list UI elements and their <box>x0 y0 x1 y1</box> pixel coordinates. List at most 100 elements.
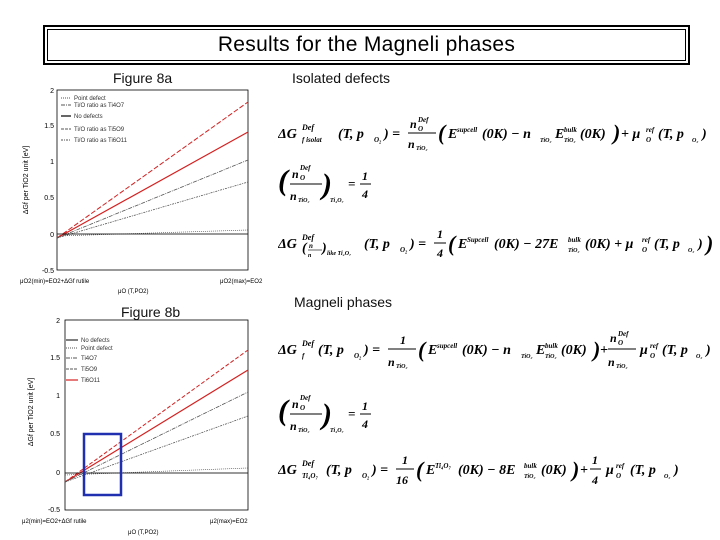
fig-b-ytick: 0 <box>56 470 60 477</box>
svg-text:) =: ) = <box>370 463 388 478</box>
svg-text:bulk: bulk <box>524 462 537 470</box>
fig-b-ytick: 2 <box>56 318 60 325</box>
figure-8a-caption: Figure 8a <box>113 70 173 86</box>
svg-text:(T, p: (T, p <box>630 463 656 478</box>
svg-text:TiO₂: TiO₂ <box>564 138 576 144</box>
svg-text:4: 4 <box>591 473 598 487</box>
svg-text:4: 4 <box>436 246 443 260</box>
svg-text:(0K) − 8E: (0K) − 8E <box>458 463 515 478</box>
svg-text:=: = <box>348 176 355 191</box>
svg-text:16: 16 <box>396 473 408 487</box>
svg-text:(0K): (0K) <box>561 343 587 358</box>
svg-text:E: E <box>425 463 435 478</box>
figure-8b-plot: 2 1.5 1 0.5 0 -0.5 ΔGf per TiO2 unit [eV… <box>22 318 249 536</box>
svg-text:): ) <box>591 337 600 362</box>
svg-text:4: 4 <box>361 417 368 431</box>
svg-text:Def: Def <box>299 164 311 172</box>
svg-text:O₂: O₂ <box>696 354 702 360</box>
svg-text:E: E <box>427 343 437 358</box>
svg-text:Def: Def <box>299 394 311 402</box>
svg-text:(T, p: (T, p <box>658 127 684 142</box>
svg-text:Ti4O7: Ti4O7 <box>81 356 98 362</box>
svg-text:+ μ: + μ <box>621 127 640 142</box>
svg-text:μ: μ <box>605 463 614 478</box>
svg-text:O₂: O₂ <box>688 248 694 254</box>
svg-text:1: 1 <box>437 227 443 241</box>
svg-text:bulk: bulk <box>545 342 558 350</box>
svg-text:): ) <box>700 127 707 142</box>
svg-text:O₂: O₂ <box>362 472 370 480</box>
svg-text:Ti/O ratio as Ti5O9: Ti/O ratio as Ti5O9 <box>74 127 125 133</box>
svg-text:f isolat: f isolat <box>302 136 323 144</box>
fig-b-ytick: 1 <box>56 393 60 400</box>
svg-text:(0K) + μ: (0K) + μ <box>585 237 634 252</box>
fig-a-ylabel: ΔGf per TiO2 unit [eV] <box>23 146 30 215</box>
fig-b-ytick: 0.5 <box>50 431 60 438</box>
svg-text:n: n <box>308 253 312 259</box>
svg-text:(0K) − 27E: (0K) − 27E <box>494 237 558 252</box>
svg-text:Supcell: Supcell <box>467 236 488 244</box>
svg-text:n: n <box>410 117 417 131</box>
svg-text:O₂: O₂ <box>692 138 698 144</box>
svg-text:bulk: bulk <box>564 126 577 134</box>
highlight-box <box>82 432 123 497</box>
svg-text:(0K): (0K) <box>541 463 567 478</box>
svg-text:n: n <box>408 137 415 151</box>
fig-b-ylabel: ΔGf per TiO2 unit [eV] <box>28 378 35 447</box>
svg-text:TiO₂: TiO₂ <box>540 138 552 144</box>
fig-a-legend: Point defect Ti/O ratio as Ti4O7 No defe… <box>61 96 128 144</box>
svg-text:): ) <box>570 457 579 482</box>
fig-b-xlabel-min: μ2(min)=EO2+ΔGf rutile <box>22 519 87 525</box>
fig-a-ytick: 1.5 <box>44 123 54 130</box>
svg-text:Def: Def <box>301 123 315 132</box>
svg-text:) =: ) = <box>408 237 426 252</box>
svg-text:(T, p: (T, p <box>326 463 352 478</box>
fig-b-legend: No defects Point defect Ti4O7 Ti5O9 Ti6O… <box>66 338 113 384</box>
svg-text:n: n <box>608 355 615 369</box>
svg-text:O₂: O₂ <box>374 136 382 144</box>
svg-text:(: ( <box>278 164 290 197</box>
svg-text:supcell: supcell <box>436 342 457 350</box>
svg-text:Ti₄O₇: Ti₄O₇ <box>435 462 451 470</box>
fig-a-ytick: -0.5 <box>42 268 54 275</box>
svg-text:Ti/O ratio as Ti6O11: Ti/O ratio as Ti6O11 <box>74 138 128 144</box>
svg-text:(T, p: (T, p <box>364 237 390 252</box>
fig-a-xlabel-mid: μO (T,PO2) <box>118 289 148 295</box>
svg-text:O: O <box>418 125 423 133</box>
svg-text:): ) <box>611 120 620 145</box>
svg-text:n: n <box>610 331 617 345</box>
svg-text:ref: ref <box>650 342 659 350</box>
svg-text:No defects: No defects <box>81 338 110 344</box>
svg-text:TiO₂: TiO₂ <box>521 354 533 360</box>
svg-text:n: n <box>309 242 313 250</box>
svg-text:1: 1 <box>362 399 368 413</box>
fig-b-xlabel-mid: μO (T,PO2) <box>128 530 158 536</box>
svg-text:(0K) − n: (0K) − n <box>482 127 531 142</box>
svg-text:): ) <box>319 168 332 201</box>
svg-text:) =: ) = <box>382 127 400 142</box>
svg-text:O: O <box>642 246 647 254</box>
svg-text:n: n <box>290 419 297 433</box>
svg-text:(: ( <box>448 231 457 256</box>
svg-text:ΔG: ΔG <box>278 343 297 358</box>
svg-text:Point defect: Point defect <box>74 96 106 102</box>
svg-text:Ti₄O₇: Ti₄O₇ <box>330 198 344 204</box>
svg-text:Def: Def <box>301 233 315 242</box>
figure-8b-caption: Figure 8b <box>121 304 181 320</box>
svg-text:(: ( <box>416 457 425 482</box>
svg-text:O: O <box>300 174 305 182</box>
svg-text:4: 4 <box>361 187 368 201</box>
svg-text:O₂: O₂ <box>354 352 362 360</box>
svg-text:TiO₂: TiO₂ <box>524 474 536 480</box>
svg-text:Ti₄O₇: Ti₄O₇ <box>330 428 344 434</box>
fig-a-ytick: 0 <box>50 232 54 239</box>
svg-text:Def: Def <box>301 339 315 348</box>
svg-text:n: n <box>290 189 297 203</box>
svg-text:n: n <box>292 397 299 411</box>
figure-8a-plot: 2 1.5 1 0.5 0 -0.5 ΔGf per TiO2 unit [eV… <box>20 88 263 295</box>
svg-text:(: ( <box>418 337 427 362</box>
svg-text:): ) <box>320 241 327 256</box>
svg-text:TiO₂: TiO₂ <box>416 146 428 152</box>
